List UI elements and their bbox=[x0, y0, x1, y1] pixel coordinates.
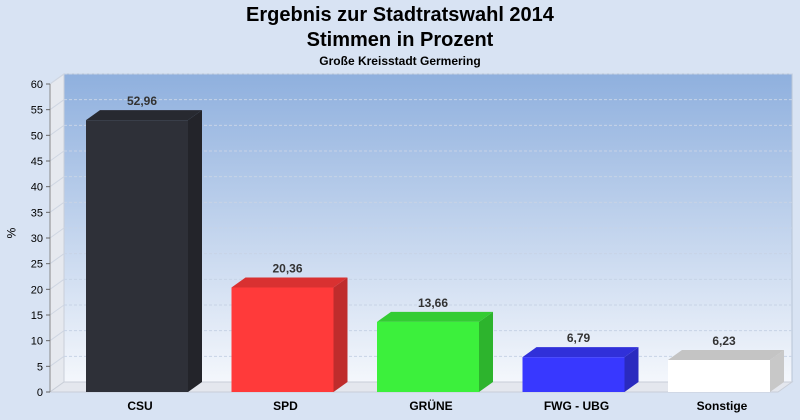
chart-caption: Große Kreisstadt Germering bbox=[319, 54, 481, 68]
bar-front bbox=[231, 287, 334, 392]
grid-line-side bbox=[49, 176, 65, 188]
x-tick-label: SPD bbox=[273, 399, 298, 413]
bar-value-label: 6,23 bbox=[712, 334, 736, 348]
chart-title: Ergebnis zur Stadtratswahl 2014 bbox=[246, 4, 554, 26]
y-tick-label: 50 bbox=[31, 130, 43, 142]
bar-front bbox=[86, 120, 188, 392]
chart-subtitle: Stimmen in Prozent bbox=[306, 29, 494, 51]
grid-line-side bbox=[49, 99, 65, 111]
y-tick-label: 60 bbox=[31, 79, 43, 91]
bar-value-label: 52,96 bbox=[127, 94, 157, 108]
bar-top bbox=[231, 277, 348, 288]
grid-line-side bbox=[49, 278, 65, 290]
y-tick-label: 35 bbox=[31, 207, 43, 219]
bar-spd: 20,36 bbox=[231, 261, 348, 392]
bar-value-label: 20,36 bbox=[272, 261, 302, 275]
bar-side bbox=[770, 350, 784, 392]
bars: 52,96 20,36 13,66 6,79 6,23 bbox=[86, 94, 784, 392]
grid-line-side bbox=[49, 355, 65, 367]
y-tick-label: 55 bbox=[31, 105, 43, 117]
y-tick-label: 15 bbox=[31, 310, 43, 322]
bar-top bbox=[377, 311, 493, 322]
x-tick-label: Sonstige bbox=[697, 399, 748, 413]
bar-side bbox=[188, 110, 202, 392]
bar-front bbox=[522, 357, 625, 392]
bar-fwg-ubg: 6,79 bbox=[522, 331, 639, 392]
bar-top bbox=[668, 350, 784, 361]
grid-line-side bbox=[49, 304, 65, 316]
grid-line-side bbox=[49, 227, 65, 239]
x-tick-label: FWG - UBG bbox=[544, 399, 609, 413]
x-tick-label: CSU bbox=[127, 399, 152, 413]
y-tick-label: 20 bbox=[31, 284, 43, 296]
y-tick-label: 45 bbox=[31, 156, 43, 168]
grid-line-side bbox=[49, 124, 65, 136]
grid-line-side bbox=[49, 73, 65, 85]
y-tick-label: 25 bbox=[31, 259, 43, 271]
grid-line-side bbox=[49, 330, 65, 342]
bar-front bbox=[377, 321, 479, 392]
y-tick-label: 30 bbox=[31, 233, 43, 245]
x-axis: CSU SPD GRÜNE FWG - UBG Sonstige bbox=[127, 398, 747, 413]
y-tick-label: 40 bbox=[31, 182, 43, 194]
y-tick-label: 10 bbox=[31, 336, 43, 348]
bar-side bbox=[479, 311, 493, 392]
x-tick-label: GRÜNE bbox=[409, 398, 452, 413]
bar-value-label: 6,79 bbox=[567, 331, 591, 345]
bar-sonstige: 6,23 bbox=[668, 334, 784, 392]
bar-side bbox=[333, 277, 348, 392]
y-tick-label: 0 bbox=[37, 387, 43, 399]
grid-line-side bbox=[49, 150, 65, 162]
bar-csu: 52,96 bbox=[86, 94, 202, 392]
y-axis: 0 5 10 15 20 25 30 35 40 45 50 55 60 bbox=[31, 79, 51, 399]
bar-side bbox=[624, 347, 639, 392]
bar-value-label: 13,66 bbox=[418, 296, 448, 310]
grid-line-side bbox=[49, 253, 65, 265]
bar-grüne: 13,66 bbox=[377, 296, 493, 392]
bar-front bbox=[668, 360, 770, 392]
bar-top bbox=[522, 347, 639, 358]
y-tick-label: 5 bbox=[37, 361, 43, 373]
bar-top bbox=[86, 110, 202, 121]
grid-line-side bbox=[49, 201, 65, 213]
